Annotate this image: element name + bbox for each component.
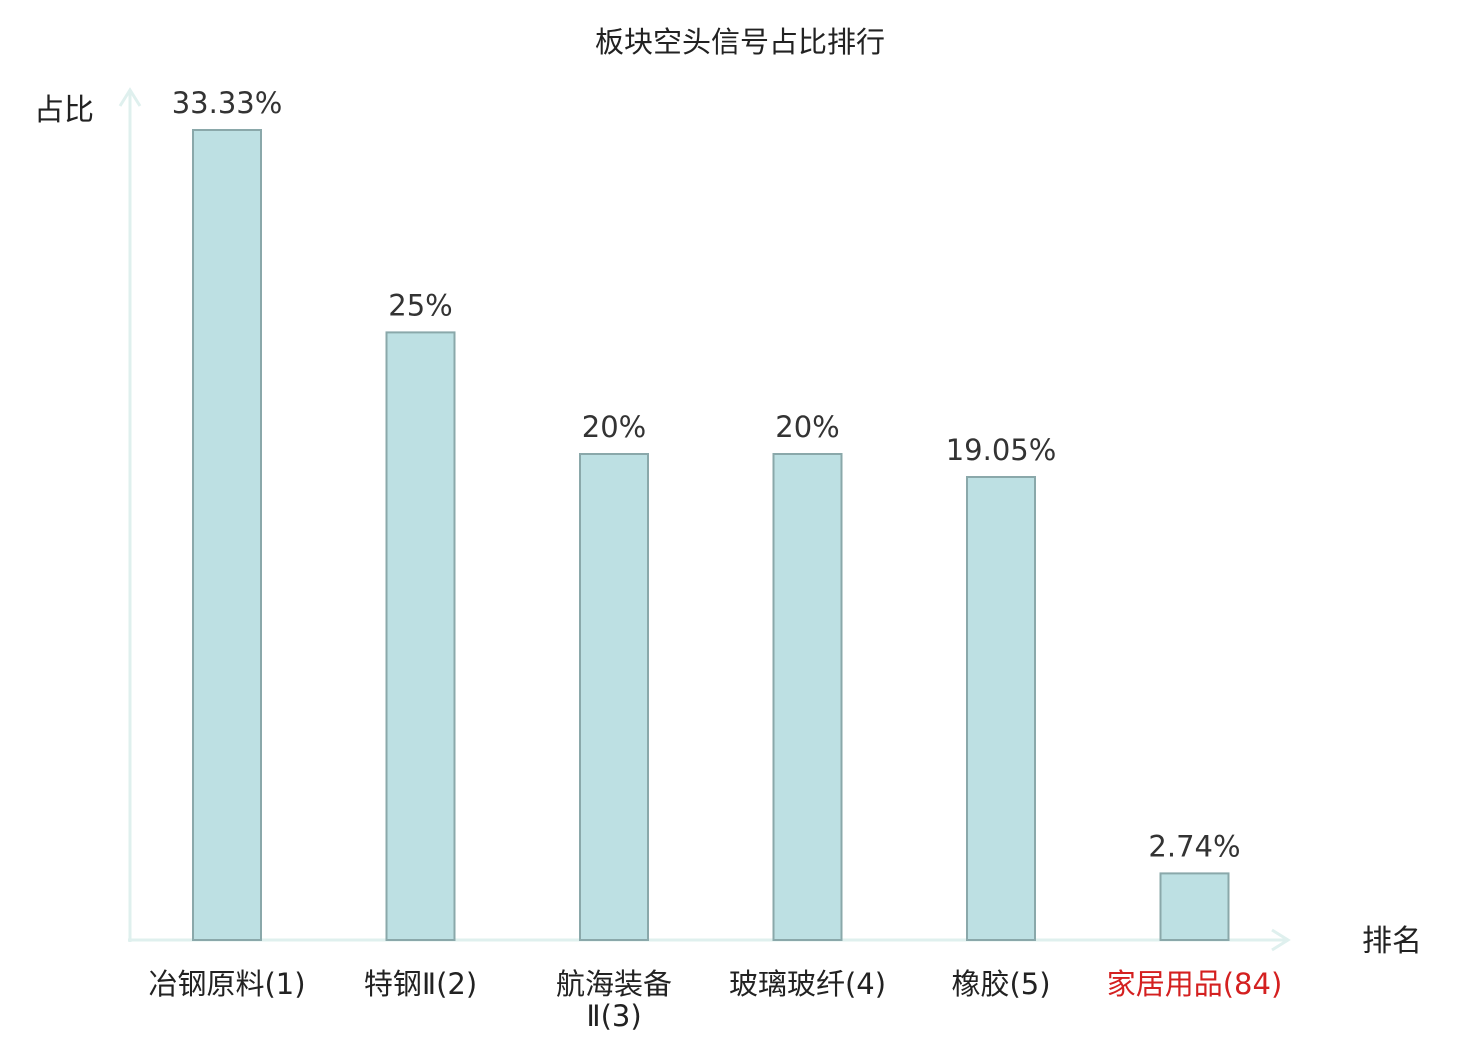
category-label-1: 冶钢原料(1) (148, 967, 305, 1001)
x-axis (128, 928, 1291, 952)
category-label-6: 家居用品(84) (1107, 967, 1283, 1001)
category-label-5: 橡胶(5) (951, 967, 1050, 1001)
value-label-5: 19.05% (946, 433, 1057, 467)
category-label-4: 玻璃玻纤(4) (729, 967, 886, 1001)
value-label-6: 2.74% (1148, 829, 1240, 863)
y-axis (118, 87, 142, 942)
value-label-4: 20% (775, 410, 839, 444)
bar-5 (966, 476, 1036, 941)
chart-title: 板块空头信号占比排行 (595, 25, 885, 59)
category-label-2: 特钢Ⅱ(2) (364, 967, 477, 1001)
value-label-2: 25% (388, 288, 452, 322)
bars (192, 129, 1230, 942)
y-axis-label: 占比 (34, 93, 94, 128)
value-labels: 33.33% 25% 20% 20% 19.05% 2.74% (172, 86, 1241, 863)
bar-4 (772, 453, 843, 941)
value-label-3: 20% (582, 410, 646, 444)
bar-1 (192, 129, 262, 941)
bar-6 (1159, 872, 1230, 942)
bar-3 (579, 453, 649, 941)
bar-2 (385, 331, 456, 941)
x-axis-label: 排名 (1362, 924, 1422, 959)
value-label-1: 33.33% (172, 86, 283, 120)
category-labels: 冶钢原料(1) 特钢Ⅱ(2) 航海装备 Ⅱ(3) 玻璃玻纤(4) 橡胶(5) 家居用品(84… (148, 967, 1282, 1033)
category-label-3: 航海装备 Ⅱ(3) (556, 967, 672, 1033)
